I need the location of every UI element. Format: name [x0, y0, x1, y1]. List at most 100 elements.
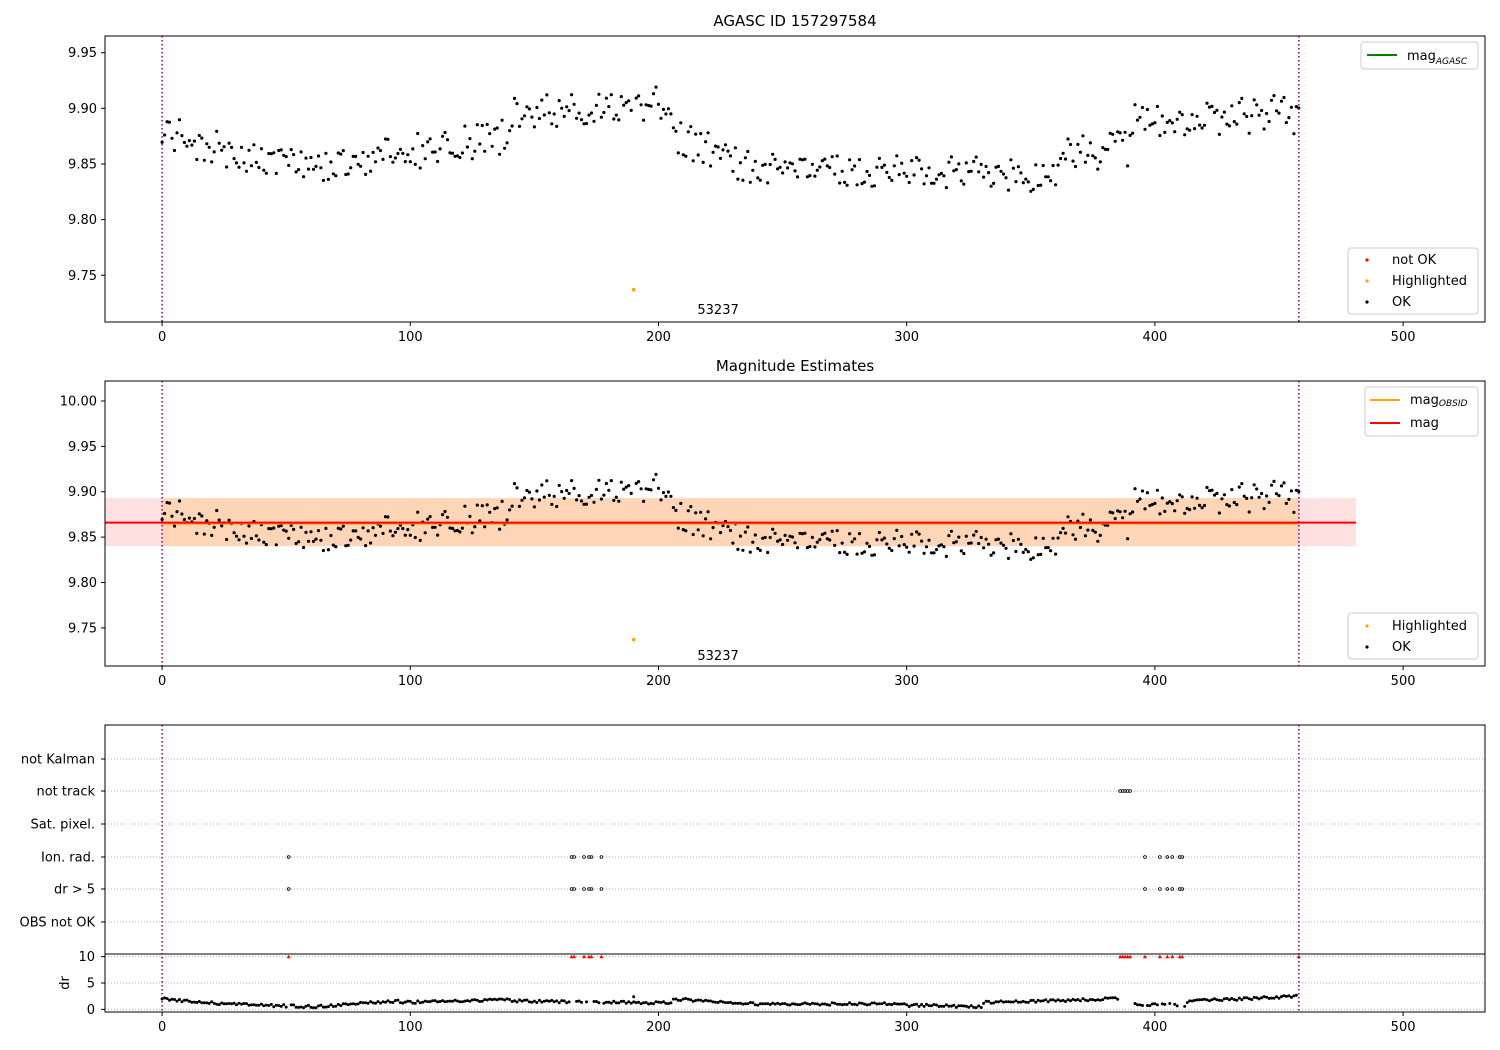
ok-point [294, 170, 298, 174]
ok-point [726, 149, 730, 153]
ok-point [602, 110, 606, 115]
y-tick-label: 9.85 [68, 157, 97, 172]
ok-point [386, 515, 390, 519]
ok-point [887, 175, 891, 180]
panel-2-line-legend[interactable]: magOBSID mag [1364, 386, 1479, 437]
ok-point [1153, 121, 1157, 125]
dr-point [738, 1001, 742, 1005]
dr-point [446, 999, 449, 1003]
ok-point [803, 531, 807, 535]
dr-point [905, 1003, 909, 1007]
ok-point [681, 528, 685, 532]
ok-point [798, 531, 802, 535]
dr-point [1071, 997, 1075, 1001]
panel-2-mag-lines [105, 521, 1356, 525]
ok-point [463, 124, 467, 128]
ok-point [485, 122, 489, 127]
ok-point [622, 487, 626, 491]
dr-point [1051, 998, 1055, 1002]
ok-point [823, 531, 827, 535]
ok-point [1051, 536, 1055, 540]
ok-point [776, 539, 780, 543]
dr-point [1064, 1000, 1067, 1003]
dr-point [1054, 999, 1058, 1003]
dr-point [1116, 997, 1120, 1001]
ok-point [1039, 183, 1043, 187]
ok-point [1180, 113, 1184, 117]
dr-point [773, 1002, 777, 1006]
ok-point [1294, 105, 1298, 109]
ok-point [525, 105, 529, 109]
ok-point [262, 540, 266, 544]
dr-point [674, 997, 678, 1001]
dr-point [679, 999, 683, 1002]
ok-point [1006, 556, 1011, 561]
ok-point [669, 112, 673, 116]
dr-point [733, 1001, 737, 1005]
x-tick-label: 300 [894, 1020, 919, 1035]
ok-point [1163, 130, 1167, 134]
dr-point [542, 999, 546, 1003]
ok-point [768, 162, 772, 167]
ok-point [721, 524, 725, 528]
ok-point [540, 98, 544, 102]
dr-point [1213, 997, 1216, 1001]
dr-point [800, 1002, 804, 1006]
ok-point [818, 165, 822, 169]
ok-point [731, 169, 735, 173]
ok-point [699, 132, 703, 136]
ok-point [790, 535, 795, 539]
dr-point [292, 1003, 296, 1007]
dr-point [527, 1000, 531, 1004]
dr-point [808, 1002, 812, 1006]
dr-point [1031, 998, 1035, 1002]
flag-point [599, 855, 604, 859]
dr-point [483, 998, 487, 1001]
ok-point [994, 538, 998, 542]
ok-point [1279, 484, 1284, 488]
dr-point [1036, 998, 1040, 1002]
x-tick-label: 100 [398, 674, 423, 689]
dr-tick-label: 10 [78, 950, 95, 965]
dr-point [500, 997, 504, 1001]
x-tick-label: 200 [646, 674, 671, 689]
ok-point [413, 535, 417, 540]
dr-point [346, 1003, 350, 1007]
ok-point [530, 497, 534, 501]
ok-point [942, 545, 946, 549]
ok-point [478, 142, 482, 146]
dr-point [1262, 995, 1266, 999]
dr-point [1153, 1002, 1157, 1006]
ok-point [230, 145, 234, 149]
ok-point [1250, 496, 1254, 500]
ok-point [406, 528, 410, 532]
ok-point [361, 526, 365, 530]
ok-point [1138, 115, 1142, 119]
ok-point [584, 502, 589, 506]
ok-point [1054, 183, 1058, 187]
panel-2-point-legend[interactable]: Highlighted OK [1347, 612, 1479, 660]
dr-point [428, 1000, 432, 1004]
ok-point [614, 113, 618, 117]
panel-1-point-legend[interactable]: not OK Highlighted OK [1347, 247, 1479, 315]
dr-point [887, 1002, 891, 1006]
ok-point [604, 96, 609, 100]
ok-point [426, 517, 430, 521]
dr-point [249, 1003, 253, 1007]
dr-point [915, 1002, 919, 1006]
ok-point [443, 509, 447, 514]
dr-point [724, 1001, 727, 1005]
dr-point [374, 1001, 377, 1005]
panel-1-line-legend[interactable]: magAGASC [1360, 41, 1479, 70]
ok-point [269, 152, 273, 156]
ok-point [1230, 488, 1234, 492]
dr-point [423, 999, 427, 1003]
ok-point [1292, 132, 1296, 136]
ok-point [582, 502, 586, 506]
dr-point [1111, 996, 1115, 1000]
panel-flags: not Kalman not track Sat. pixel. Ion. rad. d… [20, 724, 1486, 1035]
legend-marker-highlighted [1365, 279, 1369, 283]
ok-point [820, 532, 824, 537]
dr-point [381, 1000, 385, 1004]
ok-point [1145, 491, 1149, 495]
